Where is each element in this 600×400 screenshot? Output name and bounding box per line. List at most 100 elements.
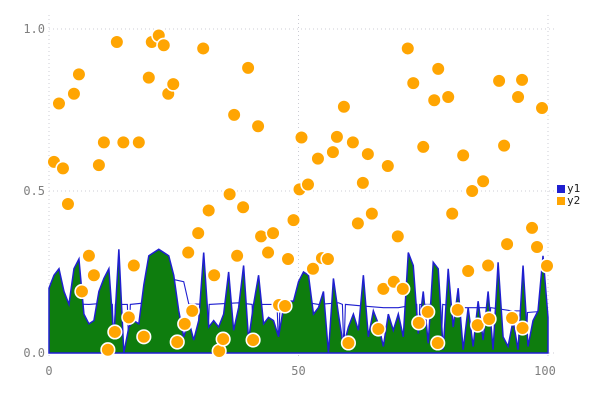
scatter-point-y2: [51, 95, 67, 112]
scatter-point-y2: [514, 320, 531, 336]
scatter-point-y2: [195, 40, 211, 57]
scatter-point-y2: [215, 331, 231, 347]
scatter-point-y2: [329, 129, 345, 145]
scatter-point-y2: [131, 134, 147, 150]
scatter-point-y2: [364, 206, 380, 222]
legend-label-y2: y2: [567, 194, 581, 207]
scatter-point-y2: [395, 281, 411, 297]
y-tick-label: 0.0: [23, 346, 45, 360]
scatter-point-y2: [355, 175, 371, 191]
scatter-point-y2: [405, 75, 421, 91]
scatter-point-y2: [470, 317, 486, 333]
scatter-point-y2: [277, 298, 293, 314]
scatter-point-y2: [222, 186, 238, 202]
scatter-point-y2: [250, 118, 266, 134]
scatter-point-y2: [380, 158, 396, 174]
legend-swatch-y1: [557, 184, 565, 193]
scatter-point-y2: [350, 215, 366, 231]
scatter-point-y2: [450, 302, 466, 318]
scatter-point-y2: [534, 100, 550, 116]
scatter-point-y2: [165, 76, 181, 92]
scatter-point-y2: [360, 146, 376, 162]
scatter-point-y2: [55, 160, 71, 176]
scatter-point-y2: [235, 199, 251, 215]
scatter-point-y2: [390, 228, 406, 244]
legend: y1 y2: [557, 183, 580, 206]
scatter-point-y2: [440, 89, 456, 105]
scatter-point-y2: [81, 248, 97, 264]
scatter-point-y2: [411, 315, 427, 331]
scatter-point-y2: [345, 134, 361, 150]
scatter-point-y2: [109, 34, 125, 50]
x-tick-label: 100: [534, 364, 556, 378]
x-tick-label: 0: [45, 364, 52, 378]
scatter-point-y2: [136, 329, 152, 345]
scatter-point-y2: [240, 60, 256, 76]
scatter-point-y2: [156, 37, 172, 53]
scatter-point-y2: [529, 239, 545, 255]
scatter-point-y2: [260, 244, 276, 261]
scatter-point-y2: [499, 236, 515, 252]
scatter-point-y2: [475, 173, 491, 189]
scatter-point-y2: [100, 342, 116, 358]
scatter-point-y2: [455, 147, 471, 163]
scatter-point-y2: [375, 281, 391, 297]
scatter-point-y2: [74, 283, 90, 300]
scatter-point-y2: [325, 144, 341, 160]
scatter-point-y2: [514, 72, 530, 88]
scatter-point-y2: [91, 157, 107, 173]
legend-swatch-y2: [557, 196, 565, 205]
scatter-point-y2: [510, 89, 526, 105]
scatter-point-y2: [305, 261, 321, 277]
scatter-point-y2: [169, 334, 185, 350]
scatter-point-y2: [229, 248, 245, 264]
scatter-point-y2: [107, 324, 123, 340]
y-tick-label: 1.0: [23, 22, 45, 36]
scatter-point-y2: [184, 303, 200, 319]
scatter-point-y2: [265, 225, 281, 241]
scatter-point-y2: [300, 176, 316, 193]
y-tick-label: 0.5: [23, 184, 45, 198]
scatter-point-y2: [415, 139, 431, 155]
scatter-point-y2: [539, 258, 555, 274]
scatter-point-y2: [201, 202, 217, 219]
scatter-point-y2: [496, 138, 512, 154]
scatter-point-y2: [320, 251, 336, 267]
scatter-point-y2: [420, 304, 436, 320]
scatter-point-y2: [66, 86, 82, 102]
scatter-point-y2: [481, 311, 497, 327]
scatter-point-y2: [180, 244, 196, 261]
scatter-point-y2: [226, 107, 242, 123]
scatter-point-y2: [96, 134, 112, 150]
scatter-point-y2: [524, 220, 540, 236]
scatter-point-y2: [177, 316, 193, 332]
scatter-point-y2: [126, 257, 142, 274]
scatter-point-y2: [430, 335, 446, 351]
scatter-point-y2: [426, 92, 442, 108]
legend-item-y2: y2: [557, 195, 580, 206]
scatter-point-y2: [71, 66, 87, 82]
scatter-point-y2: [121, 309, 137, 325]
scatter-point-y2: [464, 183, 480, 199]
scatter-point-y2: [206, 267, 222, 283]
scatter-point-y2: [245, 332, 261, 348]
scatter-point-y2: [60, 196, 76, 212]
legend-item-y1: y1: [557, 183, 580, 194]
scatter-point-y2: [293, 129, 310, 146]
scatter-point-y2: [115, 134, 131, 150]
scatter-point-y2: [285, 212, 302, 228]
scatter-point-y2: [336, 99, 352, 115]
scatter-point-y2: [430, 61, 446, 77]
x-tick-label: 50: [291, 364, 305, 378]
scatter-point-y2: [280, 251, 296, 267]
scatter-point-y2: [141, 69, 157, 86]
scatter-point-y2: [460, 263, 476, 279]
scatter-point-y2: [400, 40, 416, 57]
scatter-point-y2: [491, 73, 507, 89]
scatter-point-y2: [504, 310, 520, 326]
scatter-point-y2: [480, 257, 496, 274]
scatter-point-y2: [340, 335, 357, 351]
area-series-y1: [48, 248, 549, 354]
scatter-point-y2: [370, 321, 386, 337]
